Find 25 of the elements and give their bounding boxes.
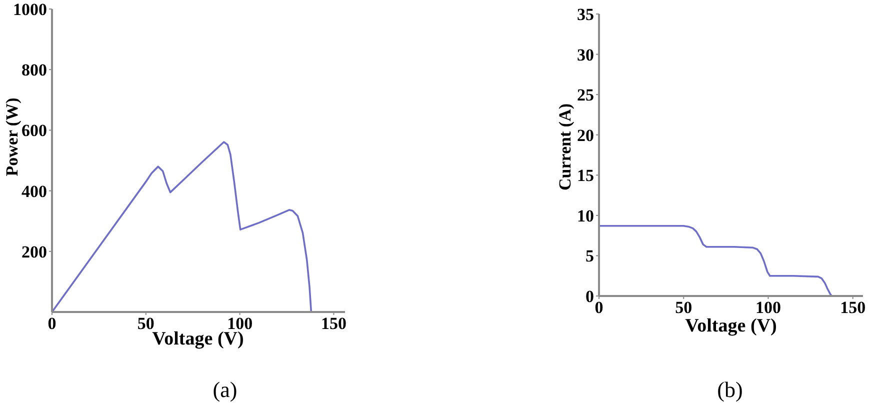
- y-tick-label: 35: [577, 5, 594, 24]
- x-tick-label: 50: [675, 298, 692, 318]
- y-tick-label: 25: [577, 86, 594, 105]
- y-tick-label: 800: [22, 60, 47, 80]
- y-tick-label: 15: [577, 166, 594, 186]
- text: (b): [716, 376, 744, 403]
- x-tick-label: 150: [320, 314, 346, 334]
- line-series: [599, 225, 833, 296]
- x-tick-label: 50: [137, 314, 154, 334]
- y-tick-label: 1000: [13, 0, 47, 20]
- y-tick-label: 400: [22, 182, 47, 201]
- y-tick-label: 200: [22, 242, 47, 262]
- x-tick-label: 100: [755, 298, 781, 318]
- x-axis-title: Voltage (V): [152, 328, 244, 350]
- y-tick-label: 20: [577, 126, 594, 145]
- y-tick-label: 600: [22, 121, 47, 140]
- y-axis-title: Power (W): [2, 98, 22, 176]
- text: (a): [212, 376, 238, 403]
- y-tick-label: 30: [577, 45, 594, 64]
- line-series: [52, 141, 312, 312]
- x-axis-title: Voltage (V): [685, 316, 777, 336]
- x-tick-label: 150: [840, 298, 866, 318]
- y-axis-title: Current (A): [556, 103, 574, 191]
- y-tick-label: 10: [577, 206, 594, 226]
- y-tick-label: 5: [586, 246, 594, 266]
